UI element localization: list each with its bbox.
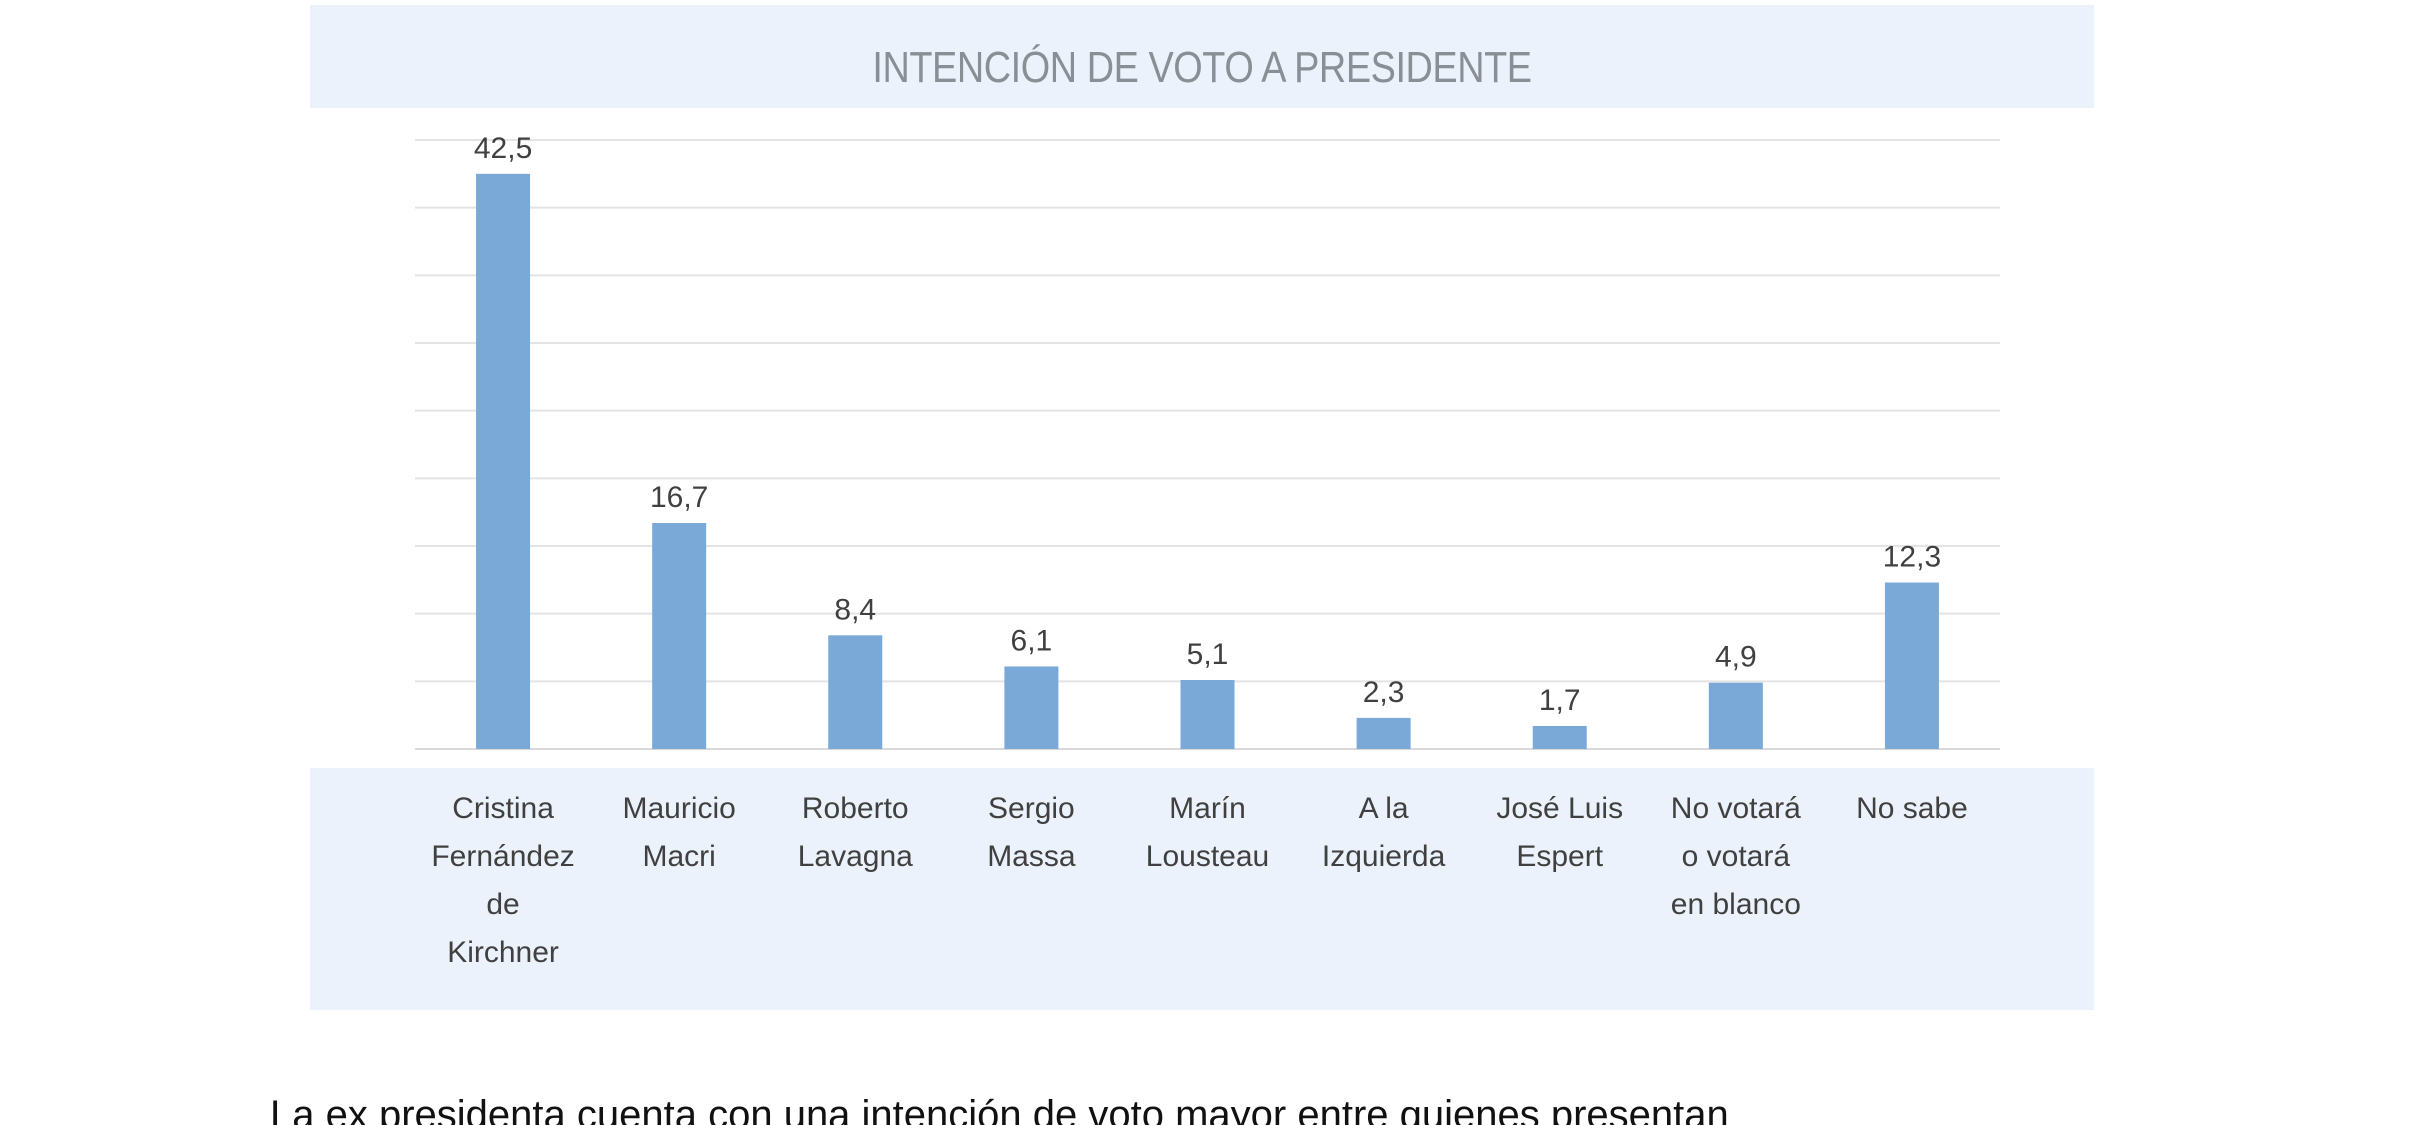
category-label: Mauricio Macri: [622, 792, 736, 873]
title-band: [310, 5, 2094, 108]
category-band: [310, 768, 2094, 1010]
chart-panel: INTENCIÓN DE VOTO A PRESIDENTE 42,5 16,7 8…: [310, 5, 2094, 1010]
bar: [476, 173, 531, 750]
category-label: Sergio Massa: [987, 792, 1076, 873]
category-label: Cristina Fernández de Kirchner: [431, 792, 575, 969]
bar: [1004, 666, 1059, 749]
category-label: Marín Lousteau: [1145, 792, 1270, 873]
data-label: 6,1: [1011, 624, 1053, 657]
category-label: No sabe: [1856, 792, 1968, 825]
data-labels: 42,5 16,7 8,4 6,1 5,1 2,3 1,7 4,9 12,3: [474, 132, 1941, 717]
bar: [652, 522, 707, 749]
category-label: Roberto Lavagna: [797, 792, 913, 873]
category-label: No votará o votará en blanco: [1670, 792, 1801, 921]
data-label: 16,7: [650, 481, 708, 514]
body-paragraph: La ex presidenta cuenta con una intenció…: [270, 1093, 1729, 1125]
bar: [828, 635, 883, 749]
chart-title: INTENCIÓN DE VOTO A PRESIDENTE: [872, 43, 1532, 92]
bar: [1180, 679, 1235, 749]
data-label: 42,5: [474, 132, 532, 165]
bar: [1356, 717, 1411, 749]
data-label: 4,9: [1715, 641, 1757, 674]
data-label: 5,1: [1187, 638, 1229, 671]
bar: [1884, 582, 1939, 749]
bars: [476, 173, 1939, 750]
category-label: José Luis Espert: [1496, 792, 1624, 873]
data-label: 12,3: [1883, 541, 1941, 574]
data-label: 8,4: [834, 593, 876, 626]
bar-chart-plot: 42,5 16,7 8,4 6,1 5,1 2,3 1,7 4,9 12,3: [415, 132, 2000, 750]
bar: [1708, 682, 1763, 749]
category-label: A la Izquierda: [1321, 792, 1446, 873]
data-label: 1,7: [1539, 684, 1581, 717]
bar: [1532, 725, 1587, 749]
data-label: 2,3: [1363, 676, 1405, 709]
